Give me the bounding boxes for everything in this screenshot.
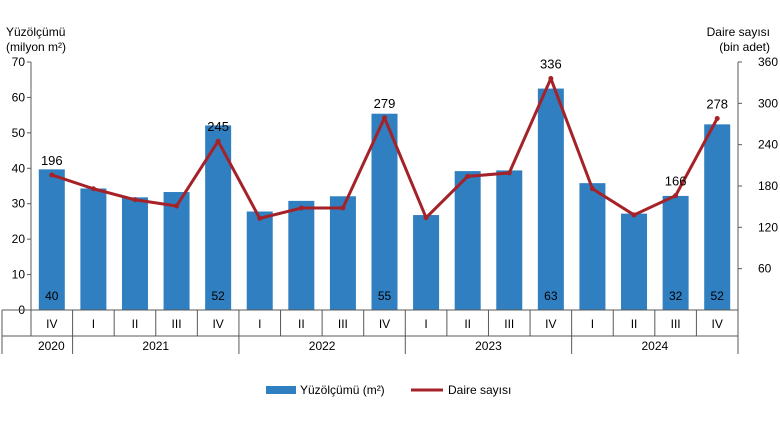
bar	[329, 196, 356, 310]
legend-label-bar: Yüzölçümü (m²)	[300, 383, 385, 397]
quarter-label: III	[504, 317, 514, 331]
quarter-label: I	[424, 317, 427, 331]
line-value-label: 336	[540, 57, 562, 72]
line-point	[215, 138, 221, 144]
line-point	[49, 172, 55, 178]
quarter-label: IV	[545, 317, 556, 331]
year-label: 2024	[641, 339, 668, 353]
year-label: 2021	[142, 339, 169, 353]
bar	[80, 188, 107, 310]
right-tick-label: 180	[758, 179, 778, 193]
bar	[704, 124, 731, 311]
right-tick-label: 240	[758, 138, 778, 152]
line-point	[423, 215, 429, 221]
line-point	[714, 115, 720, 121]
right-axis-title-line-2: (bin adet)	[719, 40, 770, 54]
right-axis-title: Daire sayısı (bin adet)	[707, 25, 770, 54]
bar	[662, 195, 689, 310]
bar	[537, 88, 564, 310]
bar	[579, 183, 606, 310]
bar-value-label: 32	[669, 289, 683, 303]
bar-value-label: 63	[544, 289, 558, 303]
year-label: 2020	[38, 339, 65, 353]
quarter-label: I	[591, 317, 594, 331]
quarter-label: IV	[212, 317, 223, 331]
left-axis-title: Yüzölçümü (milyon m²)	[6, 25, 66, 54]
right-tick-label: 60	[758, 262, 772, 276]
legend-label-line: Daire sayısı	[448, 383, 511, 397]
line-point	[257, 215, 263, 221]
line-point	[465, 173, 471, 179]
legend: Yüzölçümü (m²) Daire sayısı	[266, 383, 511, 397]
quarter-label: III	[671, 317, 681, 331]
left-tick-label: 40	[12, 161, 26, 175]
line-point	[589, 186, 595, 192]
bar-value-label: 55	[378, 289, 392, 303]
quarter-label: I	[258, 317, 261, 331]
bar	[621, 213, 648, 310]
line-point	[340, 205, 346, 211]
bar-value-label: 40	[45, 289, 59, 303]
quarter-label: II	[464, 317, 471, 331]
line-series	[49, 76, 720, 221]
bar-value-label: 52	[711, 289, 725, 303]
line-point	[548, 76, 554, 82]
left-tick-label: 70	[12, 55, 26, 69]
bar	[496, 170, 523, 310]
bar-value-label: 52	[211, 289, 225, 303]
left-axis-title-line-2: (milyon m²)	[6, 40, 66, 54]
right-tick-label: 360	[758, 55, 778, 69]
left-tick-label: 20	[12, 232, 26, 246]
left-tick-label: 60	[12, 90, 26, 104]
bar	[413, 215, 440, 310]
left-tick-label: 30	[12, 197, 26, 211]
line-point	[631, 212, 637, 218]
line-point	[673, 193, 679, 199]
bar	[288, 200, 315, 310]
quarter-label: III	[172, 317, 182, 331]
bar	[454, 171, 481, 310]
right-axis-title-line-1: Daire sayısı	[707, 25, 770, 39]
right-tick-label: 120	[758, 220, 778, 234]
quarter-label: II	[631, 317, 638, 331]
bar-labels: 40 52 55 63 32 52	[45, 289, 724, 303]
left-tick-label: 50	[12, 126, 26, 140]
legend-swatch-bar	[266, 386, 296, 394]
quarter-label: IV	[46, 317, 57, 331]
line-point	[382, 115, 387, 121]
left-tick-label: 10	[12, 268, 26, 282]
bar	[371, 113, 398, 311]
quarter-label: IV	[712, 317, 723, 331]
line-point	[90, 186, 96, 192]
line-point	[298, 205, 304, 211]
line-point	[132, 197, 138, 203]
line-value-label: 166	[665, 174, 687, 189]
line-value-label: 196	[41, 153, 63, 168]
bar	[121, 197, 148, 310]
line-point	[506, 170, 512, 176]
year-label: 2023	[475, 339, 502, 353]
right-tick-label: 300	[758, 96, 778, 110]
quarter-label: IV	[379, 317, 390, 331]
bar	[163, 192, 190, 310]
bar-series	[38, 88, 731, 311]
quarter-label: I	[92, 317, 95, 331]
bar	[38, 169, 65, 310]
quarter-label: II	[298, 317, 305, 331]
quarter-label: III	[338, 317, 348, 331]
right-axis: 60 120 180 240 300 360	[737, 55, 778, 310]
quarter-label: II	[132, 317, 139, 331]
line-value-label: 278	[706, 96, 728, 111]
line-labels: 196 245 279 336 166 278	[41, 57, 728, 189]
line-value-label: 245	[207, 119, 229, 134]
bar	[246, 211, 273, 310]
line-point	[174, 203, 180, 209]
line-value-label: 279	[374, 96, 396, 111]
left-axis-title-line-1: Yüzölçümü	[6, 25, 65, 39]
year-label: 2022	[309, 339, 336, 353]
